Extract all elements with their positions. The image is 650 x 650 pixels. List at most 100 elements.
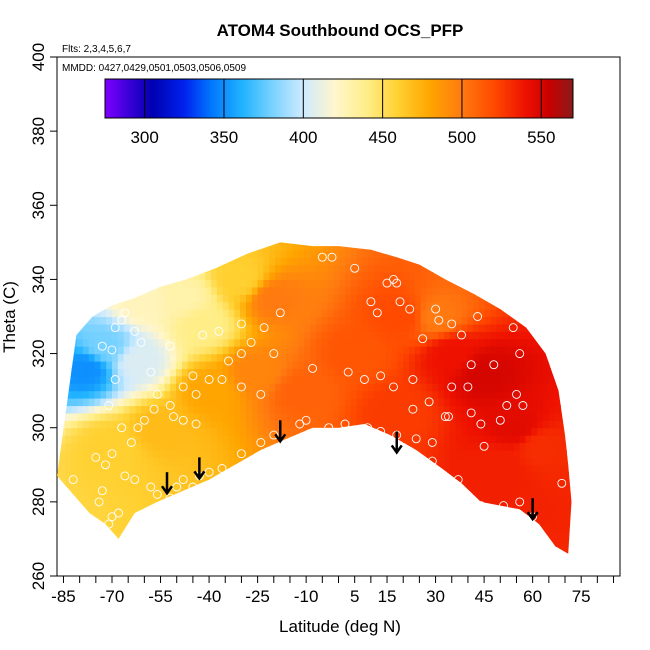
heatmap-cell xyxy=(438,338,445,347)
heatmap-cell xyxy=(211,286,218,295)
heatmap-cell xyxy=(461,472,468,481)
heatmap-cell xyxy=(391,375,398,384)
heatmap-cell xyxy=(438,346,445,355)
heatmap-cell xyxy=(525,412,532,421)
heatmap-cell xyxy=(449,472,457,481)
heatmap-cell xyxy=(350,279,358,288)
heatmap-cell xyxy=(566,516,572,525)
heatmap-cell xyxy=(554,472,561,481)
heatmap-cell xyxy=(519,383,527,392)
heatmap-cell xyxy=(106,472,113,481)
sample-point xyxy=(447,319,457,329)
heatmap-cell xyxy=(117,487,125,495)
heatmap-cell xyxy=(187,464,195,473)
heatmap-cell xyxy=(310,331,317,340)
heatmap-cell xyxy=(152,361,160,369)
heatmap-cell xyxy=(269,405,276,414)
heatmap-cell xyxy=(141,309,148,318)
heatmap-cell xyxy=(339,398,346,407)
heatmap-cell xyxy=(519,464,527,473)
heatmap-cell xyxy=(251,331,259,340)
heatmap-cell xyxy=(82,479,90,488)
heatmap-cell xyxy=(473,375,480,384)
heatmap-cell xyxy=(216,279,224,288)
heatmap-cell xyxy=(321,375,329,384)
heatmap-cell xyxy=(502,501,509,510)
heatmap-cell xyxy=(94,323,101,332)
heatmap-cell xyxy=(438,405,445,414)
heatmap-cell xyxy=(251,353,259,362)
heatmap-cell xyxy=(234,294,241,303)
heatmap-cell xyxy=(333,375,340,384)
heatmap-cell xyxy=(181,442,189,451)
heatmap-cell xyxy=(409,286,416,295)
heatmap-cell xyxy=(304,331,311,340)
heatmap-cell xyxy=(187,331,195,340)
heatmap-cell xyxy=(339,294,346,303)
heatmap-cell xyxy=(496,398,503,407)
heatmap-cell xyxy=(438,286,445,295)
heatmap-cell xyxy=(391,405,398,414)
heatmap-cell xyxy=(461,361,468,369)
heatmap-cell xyxy=(304,390,311,399)
heatmap-cell xyxy=(187,323,195,332)
heatmap-cell xyxy=(444,405,451,414)
heatmap-cell xyxy=(368,249,375,258)
heatmap-cell xyxy=(129,509,136,518)
heatmap-cell xyxy=(420,301,428,310)
heatmap-cell xyxy=(449,346,457,355)
heatmap-cell xyxy=(216,435,224,444)
heatmap-cell xyxy=(321,309,329,318)
heatmap-cell xyxy=(193,331,200,340)
heatmap-cell xyxy=(438,331,445,340)
heatmap-cell xyxy=(65,472,72,481)
heatmap-cell xyxy=(537,390,544,399)
heatmap-cell xyxy=(228,323,235,332)
heatmap-cell xyxy=(403,272,410,280)
heatmap-cell xyxy=(269,286,276,295)
arrow-markers xyxy=(160,420,539,522)
heatmap-cell xyxy=(560,516,567,525)
heatmap-cell xyxy=(65,479,72,488)
heatmap-cell xyxy=(82,368,90,377)
heatmap-cell xyxy=(71,472,78,481)
heatmap-cell xyxy=(164,331,171,340)
heatmap-cell xyxy=(426,383,433,392)
heatmap-cell xyxy=(356,353,363,362)
heatmap-cell xyxy=(525,457,532,466)
heatmap-cell xyxy=(298,361,305,369)
heatmap-cell xyxy=(554,509,561,518)
heatmap-cell xyxy=(257,279,264,288)
heatmap-cell xyxy=(170,316,177,325)
heatmap-cell xyxy=(106,346,113,355)
heatmap-cell xyxy=(461,390,468,399)
heatmap-cell xyxy=(426,405,433,414)
heatmap-cell xyxy=(432,361,439,369)
heatmap-cell xyxy=(543,405,550,414)
heatmap-cell xyxy=(141,427,148,436)
heatmap-cell xyxy=(240,412,247,421)
sample-point xyxy=(366,297,376,307)
heatmap-cell xyxy=(478,427,486,436)
heatmap-cell xyxy=(246,353,253,362)
heatmap-cell xyxy=(275,398,282,407)
heatmap-cell xyxy=(152,309,160,318)
heatmap-cell xyxy=(193,279,200,288)
heatmap-cell xyxy=(473,412,480,421)
heatmap-cell xyxy=(112,501,119,510)
heatmap-cell xyxy=(117,479,125,488)
heatmap-cell xyxy=(426,279,433,288)
heatmap-cell xyxy=(228,257,235,266)
heatmap-cell xyxy=(455,412,462,421)
heatmap-cell xyxy=(461,398,468,407)
heatmap-cell xyxy=(106,427,113,436)
heatmap-cell xyxy=(461,442,468,451)
heatmap-cell xyxy=(199,316,206,325)
heatmap-cell xyxy=(158,494,165,503)
y-tick-label: 360 xyxy=(29,191,48,219)
heatmap-cell xyxy=(478,420,486,429)
heatmap-cell xyxy=(478,309,486,318)
heatmap-cell xyxy=(292,346,299,355)
heatmap-cell xyxy=(455,457,462,466)
heatmap-cell xyxy=(164,316,171,325)
